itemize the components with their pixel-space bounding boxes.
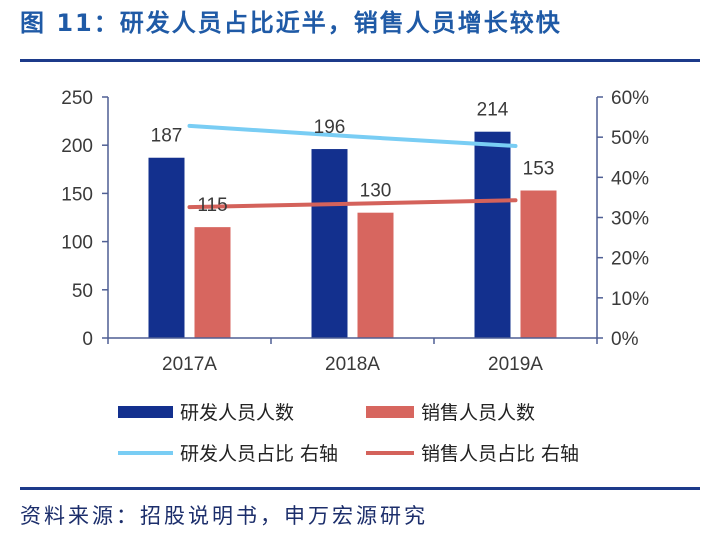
axes: 0 50 100 150 200 250 0% 10% 20% 30% 40% 50% 60% 2017A… xyxy=(61,88,649,375)
data-labels: 187 196 214 115 130 153 xyxy=(151,100,555,216)
title-divider xyxy=(20,59,700,62)
right-axis-tick-label: 40% xyxy=(611,168,649,189)
legend-label-sales-share: 销售人员占比 右轴 xyxy=(421,443,579,465)
data-label-sales-headcount-2017A: 115 xyxy=(197,195,227,216)
right-axis-tick-label: 60% xyxy=(611,88,649,109)
bar-rd-headcount-2017A xyxy=(148,157,185,338)
bar-rd-headcount-2018A xyxy=(311,149,348,338)
legend-label-rd-headcount: 研发人员人数 xyxy=(180,402,294,424)
line-marks xyxy=(187,123,518,210)
right-axis-tick-label: 0% xyxy=(611,329,639,350)
legend-swatch-sales-headcount xyxy=(366,406,414,418)
left-axis-tick-label: 200 xyxy=(61,136,93,157)
data-label-rd-headcount-2018A: 196 xyxy=(314,117,346,138)
legend: 研发人员人数 销售人员人数 研发人员占比 右轴 销售人员占比 右轴 xyxy=(118,402,579,465)
legend-item-rd-headcount: 研发人员人数 xyxy=(118,402,294,424)
right-axis-tick-label: 20% xyxy=(611,249,649,270)
legend-item-rd-share: 研发人员占比 右轴 xyxy=(118,443,338,465)
data-label-rd-headcount-2019A: 214 xyxy=(477,100,509,121)
left-axis-tick-label: 100 xyxy=(61,233,93,254)
data-label-sales-headcount-2019A: 153 xyxy=(523,159,555,180)
left-axis-tick-label: 50 xyxy=(72,281,93,302)
left-axis-tick-label: 0 xyxy=(82,329,93,350)
left-axis-tick-label: 250 xyxy=(61,88,93,109)
figure-title: 图 11：研发人员占比近半，销售人员增长较快 xyxy=(20,9,562,37)
right-axis-tick-label: 50% xyxy=(611,128,649,149)
bar-marks xyxy=(148,131,557,338)
line-sales-share xyxy=(187,198,518,210)
x-axis-category-label: 2018A xyxy=(325,354,380,375)
right-axis-tick-label: 10% xyxy=(611,289,649,310)
source-divider xyxy=(20,487,700,490)
bar-rd-headcount-2019A xyxy=(474,131,511,338)
x-axis-category-label: 2019A xyxy=(488,354,543,375)
bar-sales-headcount-2017A xyxy=(194,227,231,338)
legend-item-sales-share: 销售人员占比 右轴 xyxy=(366,443,579,465)
line-rd-share xyxy=(187,123,518,148)
left-axis-tick-label: 150 xyxy=(61,184,93,205)
right-axis-tick-label: 30% xyxy=(611,209,649,230)
legend-label-sales-headcount: 销售人员人数 xyxy=(421,402,535,424)
legend-label-rd-share: 研发人员占比 右轴 xyxy=(180,443,338,465)
legend-swatch-rd-headcount xyxy=(118,406,173,418)
data-label-rd-headcount-2017A: 187 xyxy=(151,126,183,147)
data-label-sales-headcount-2018A: 130 xyxy=(360,181,392,202)
x-axis-category-label: 2017A xyxy=(162,354,217,375)
bar-sales-headcount-2018A xyxy=(357,212,394,338)
legend-item-sales-headcount: 销售人员人数 xyxy=(366,402,535,424)
bar-sales-headcount-2019A xyxy=(520,190,557,338)
source-note: 资料来源：招股说明书，申万宏源研究 xyxy=(20,504,428,528)
